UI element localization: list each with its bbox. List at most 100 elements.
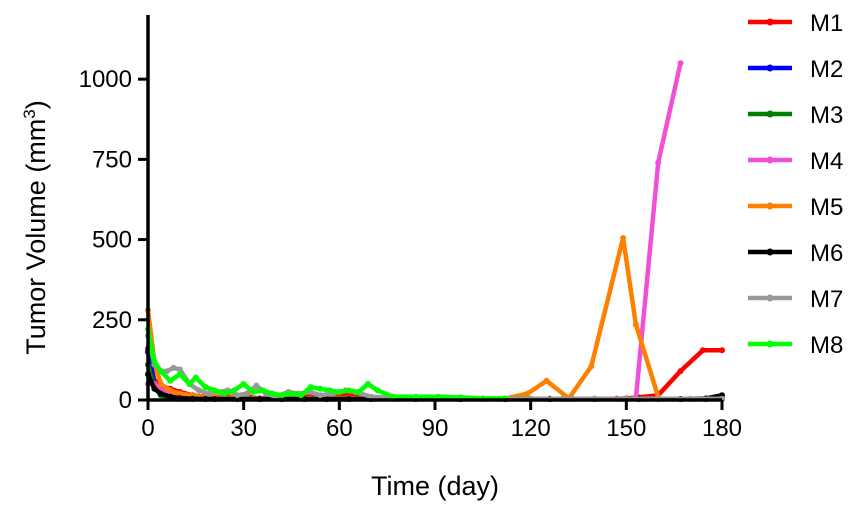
- data-point: [205, 390, 212, 397]
- data-point: [157, 390, 164, 397]
- data-point: [699, 347, 706, 354]
- x-axis-ticks: 0 30 60 90 120 150 180: [141, 400, 742, 442]
- legend-label: M2: [810, 56, 843, 83]
- data-point: [326, 387, 333, 394]
- data-point: [719, 347, 725, 354]
- y-axis-title-close: ): [21, 100, 51, 109]
- data-point: [211, 387, 218, 394]
- x-axis-title: Time (day): [371, 471, 499, 501]
- data-point: [374, 387, 381, 394]
- data-point: [259, 387, 266, 394]
- data-point: [355, 388, 362, 395]
- legend: M1 M2 M3 M4 M5 M6 M7 M8: [748, 10, 843, 359]
- data-point: [234, 392, 241, 399]
- y-axis-title-main: Tumor Volume (mm: [21, 119, 51, 355]
- x-tick-label: 0: [141, 415, 154, 442]
- axes: 0 30 60 90 120 150 180 0 250 500 750 1000: [79, 15, 742, 442]
- x-tick-label: 150: [606, 415, 646, 442]
- legend-label: M7: [810, 286, 843, 313]
- data-point: [157, 380, 164, 387]
- legend-item-m1: M1: [748, 10, 843, 37]
- legend-item-m8: M8: [748, 332, 843, 359]
- data-point: [176, 366, 183, 373]
- y-tick-label: 250: [92, 307, 132, 334]
- y-axis-title-superscript: 3: [20, 109, 39, 118]
- data-point: [151, 385, 158, 392]
- legend-label: M5: [810, 194, 843, 221]
- data-point: [157, 368, 164, 375]
- y-axis-title: Tumor Volume (mm3): [20, 100, 51, 355]
- legend-label: M1: [810, 10, 843, 37]
- data-point: [167, 387, 174, 394]
- legend-label: M6: [810, 240, 843, 267]
- data-point: [345, 387, 352, 394]
- series-m8: [145, 326, 509, 402]
- series-layer: [145, 60, 725, 403]
- legend-swatch-marker: [766, 18, 774, 26]
- data-point: [196, 387, 203, 394]
- series-line-m8: [145, 327, 508, 401]
- data-point: [186, 380, 193, 387]
- x-tick-label: 60: [326, 415, 353, 442]
- data-point: [250, 388, 257, 395]
- data-point: [164, 368, 171, 375]
- legend-swatch-marker: [766, 202, 774, 210]
- y-tick-label: 1000: [79, 66, 132, 93]
- data-point: [317, 392, 324, 399]
- legend-label: M3: [810, 102, 843, 129]
- x-tick-label: 30: [230, 415, 257, 442]
- data-point: [655, 159, 662, 166]
- data-point: [524, 390, 531, 397]
- data-point: [170, 364, 177, 371]
- y-tick-label: 0: [119, 387, 132, 414]
- x-tick-label: 120: [511, 415, 551, 442]
- legend-swatch-marker: [766, 110, 774, 118]
- legend-item-m2: M2: [748, 56, 843, 83]
- legend-swatch-marker: [766, 64, 774, 72]
- data-point: [221, 390, 228, 397]
- data-point: [240, 380, 247, 387]
- data-point: [202, 384, 209, 391]
- series-m5: [145, 234, 662, 402]
- x-tick-label: 180: [702, 415, 742, 442]
- legend-item-m4: M4: [748, 148, 843, 175]
- series-m4: [145, 60, 684, 403]
- legend-item-m7: M7: [748, 286, 843, 313]
- y-tick-label: 750: [92, 146, 132, 173]
- data-point: [317, 385, 324, 392]
- data-point: [543, 377, 550, 384]
- data-point: [588, 363, 595, 370]
- series-line-m5: [145, 235, 661, 401]
- data-point: [192, 374, 199, 381]
- y-tick-label: 500: [92, 227, 132, 254]
- series-line-m4: [145, 60, 683, 402]
- data-point: [288, 390, 295, 397]
- data-point: [336, 388, 343, 395]
- data-point: [243, 390, 250, 397]
- data-point: [307, 384, 314, 391]
- data-point: [269, 390, 276, 397]
- data-point: [677, 368, 684, 375]
- data-point: [365, 380, 372, 387]
- y-axis-ticks: 0 250 500 750 1000: [79, 66, 148, 414]
- data-point: [620, 234, 627, 241]
- legend-label: M8: [810, 332, 843, 359]
- data-point: [253, 382, 260, 389]
- legend-swatch-marker: [766, 156, 774, 164]
- legend-item-m6: M6: [748, 240, 843, 267]
- legend-item-m3: M3: [748, 102, 843, 129]
- data-point: [298, 392, 305, 399]
- legend-swatch-marker: [766, 248, 774, 256]
- legend-swatch-marker: [766, 340, 774, 348]
- data-point: [167, 377, 174, 384]
- data-point: [632, 321, 639, 328]
- data-point: [278, 392, 285, 399]
- data-point: [231, 387, 238, 394]
- data-point: [176, 371, 183, 378]
- data-point: [677, 60, 684, 67]
- data-point: [176, 390, 183, 397]
- data-point: [151, 358, 158, 365]
- x-tick-label: 90: [422, 415, 449, 442]
